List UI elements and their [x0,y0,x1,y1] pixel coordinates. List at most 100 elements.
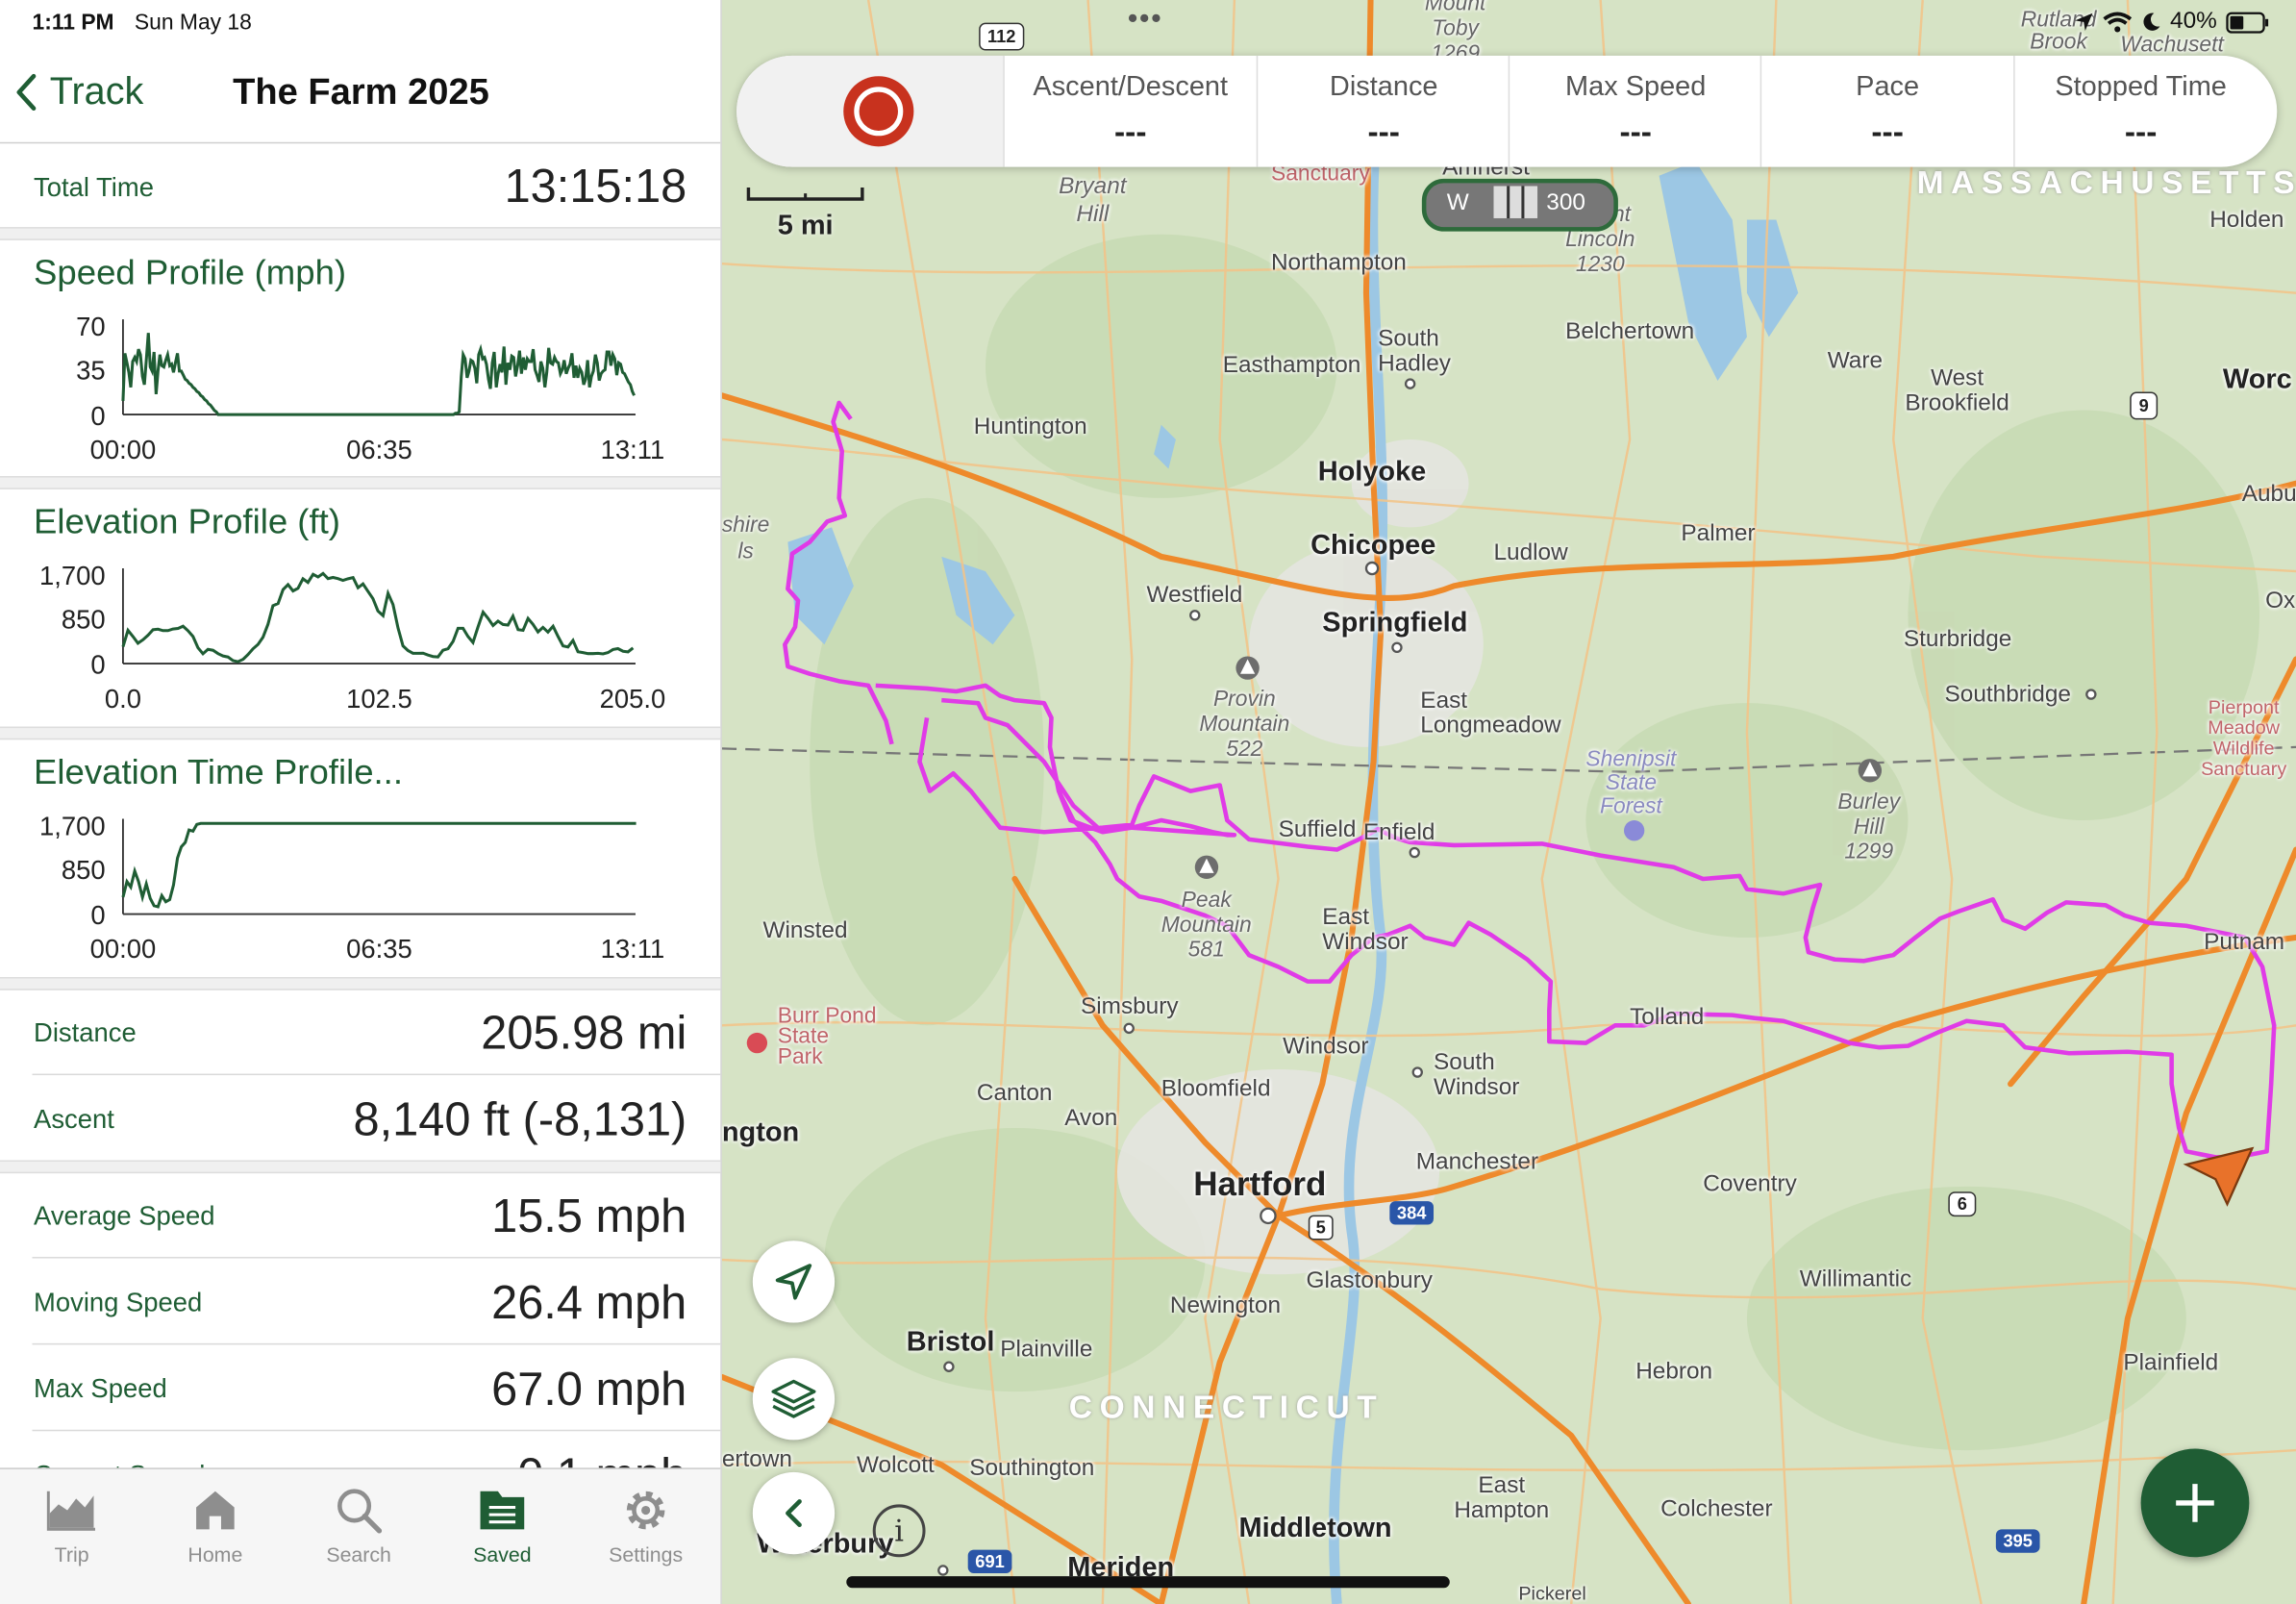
map-label: Northampton [1270,250,1407,276]
tab-label: Saved [473,1542,532,1566]
wind-gauge-icon [1493,186,1538,218]
stat-row-distance: Distance 205.98 mi [0,989,720,1073]
map-label: Glastonbury [1306,1268,1433,1294]
map-view[interactable]: 112 9 5 384 6 395 691 Hartford Springfie… [721,0,2296,1604]
x-tick-label: 13:11 [601,435,665,464]
map-label: Simsbury [1080,994,1179,1020]
map-label: ertown [721,1447,792,1472]
map-label: Provin Mountain 522 [1199,687,1290,763]
x-tick-label: 00:00 [90,934,157,964]
tab-search[interactable]: Search [287,1484,431,1566]
speed-series-line [121,333,636,416]
stat-label: Max Speed [34,1373,167,1404]
battery-icon [2226,11,2269,33]
divider [32,1342,721,1345]
map-label: West Brookfield [1905,365,2009,416]
map-label: East Longmeadow [1420,688,1561,739]
state-label: MASSACHUSETTS [1916,163,2296,201]
divider [0,227,721,240]
x-tick-label: 0.0 [105,684,141,714]
elevation-time-profile-chart: 1,700 850 0 00:00 06:35 13:11 [39,811,665,964]
search-icon [337,1489,383,1534]
tab-saved[interactable]: Saved [431,1484,574,1566]
stat-value: 205.98 mi [481,1006,687,1060]
layers-button[interactable] [752,1358,836,1441]
total-time-value: 13:15:18 [504,160,687,213]
locate-button[interactable] [752,1241,836,1323]
divider [0,726,721,740]
map-label: Burley Hill 1299 [1837,789,1901,865]
state-label: CONNECTICUT [1068,1389,1385,1426]
record-button[interactable] [736,55,1004,167]
stat-row-moving-speed: Moving Speed 26.4 mph [0,1259,720,1343]
elevation-time-profile-card[interactable]: Elevation Time Profile... 1,700 850 0 00… [0,739,720,976]
stat-max-speed: Max Speed --- [1508,55,1761,167]
stat-pace: Pace --- [1759,55,2013,167]
map-label: Ware [1827,348,1884,374]
back-button[interactable]: Track [14,69,143,114]
tab-trip[interactable]: Trip [0,1484,143,1566]
elevation-profile-title: Elevation Profile (ft) [34,502,340,542]
tab-label: Home [187,1542,243,1566]
stat-label: Moving Speed [34,1287,203,1317]
tab-home[interactable]: Home [143,1484,287,1566]
map-label: South Windsor [1434,1050,1520,1100]
chevron-left-icon [16,73,37,111]
stat-header: Pace [1856,71,1920,103]
back-label: Track [49,68,144,113]
collapse-panel-button[interactable] [752,1471,836,1555]
map-scale: 5 mi [746,182,864,243]
map-label: Avon [1064,1106,1118,1131]
divider [32,1256,721,1259]
map-label: Chicopee [1310,530,1436,562]
divider [0,476,721,489]
nav-bar: Track The Farm 2025 [0,50,721,144]
x-tick-label: 06:35 [346,435,412,464]
x-tick-label: 205.0 [600,684,666,714]
saved-icon [480,1491,525,1530]
stat-header: Stopped Time [2055,71,2227,103]
tab-settings[interactable]: Settings [574,1484,717,1566]
x-tick-label: 00:00 [90,435,157,464]
route-shield: 112 [987,26,1015,46]
map-label: Putnam [2204,930,2285,956]
map-label: Belchertown [1565,319,1695,344]
navigation-arrow-icon [775,1264,812,1300]
position-arrow-icon [2183,1146,2255,1207]
chart-area-icon [46,1491,95,1531]
elevation-profile-card[interactable]: Elevation Profile (ft) 1,700 850 0 0.0 1… [0,488,720,725]
speed-profile-title: Speed Profile (mph) [34,253,347,293]
location-arrow-icon [2075,13,2093,31]
info-icon[interactable]: i [872,1504,926,1558]
map-label: Coventry [1703,1171,1797,1197]
chevron-left-icon [786,1499,802,1528]
stat-value: --- [1367,113,1400,150]
wind-indicator[interactable]: W 300 [1421,178,1618,232]
stat-stopped-time: Stopped Time --- [2013,55,2266,167]
map-label: Enfield [1362,820,1435,845]
y-tick-label: 0 [90,650,105,680]
map-label: Aubu [2241,482,2296,508]
map-label: Sturbridge [1903,626,2012,652]
x-tick-label: 13:11 [601,934,665,964]
map-label: Canton [976,1081,1053,1107]
map-label: Colchester [1660,1496,1773,1522]
divider [32,1073,721,1076]
scale-label: 5 mi [777,211,834,242]
route-shield: 395 [2003,1531,2032,1551]
map-label: Pierpont Meadow Wildlife Sanctuary [2201,695,2287,780]
stat-header: Distance [1329,71,1438,103]
stat-value: --- [1871,113,1904,150]
multitask-dots[interactable]: ••• [1127,3,1163,36]
page-title: The Farm 2025 [233,71,489,113]
map-label: Willimantic [1799,1266,1912,1292]
stat-label: Distance [34,1017,137,1048]
tab-label: Search [326,1542,391,1566]
speed-profile-card[interactable]: Speed Profile (mph) 70 35 0 00:00 06:35 … [0,238,720,476]
stat-ascent-descent: Ascent/Descent --- [1003,55,1256,167]
map-label: Southbridge [1944,682,2071,708]
add-button[interactable] [2140,1448,2250,1558]
divider [32,1429,721,1432]
status-clock: 1:11 PM Sun May 18 [33,11,273,36]
stat-row-ascent: Ascent 8,140 ft (-8,131) [0,1075,720,1160]
